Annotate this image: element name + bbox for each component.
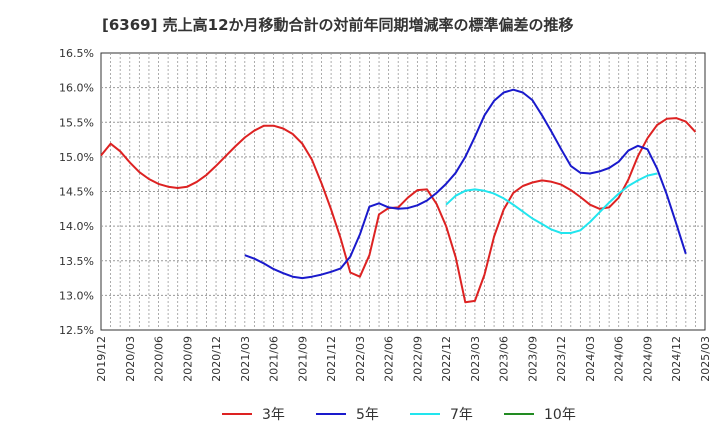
series-lines xyxy=(100,88,697,304)
x-tick-label: 2020/12 xyxy=(210,336,223,382)
series-line-3y xyxy=(100,117,697,304)
legend-label-3y: 3年 xyxy=(262,407,285,423)
x-tick-label: 2022/06 xyxy=(383,336,396,382)
grid-lines xyxy=(101,53,705,330)
x-tick-label: 2020/09 xyxy=(181,336,194,382)
legend-label-10y: 10年 xyxy=(544,407,576,423)
y-tick-label: 13.0% xyxy=(59,289,94,302)
x-tick-label: 2024/09 xyxy=(641,336,654,382)
y-tick-label: 12.5% xyxy=(59,324,94,337)
x-tick-label: 2021/06 xyxy=(268,336,281,382)
x-tick-label: 2024/06 xyxy=(613,336,626,382)
x-tick-label: 2021/03 xyxy=(239,336,252,382)
y-tick-label: 15.5% xyxy=(59,116,94,129)
x-tick-label: 2021/09 xyxy=(296,336,309,382)
legend-label-7y: 7年 xyxy=(450,407,473,423)
x-tick-label: 2023/12 xyxy=(555,336,568,382)
x-tick-label: 2022/09 xyxy=(411,336,424,382)
legend: 3年 5年 7年 10年 xyxy=(222,407,576,423)
y-tick-label: 13.5% xyxy=(59,255,94,268)
y-tick-label: 14.0% xyxy=(59,220,94,233)
x-tick-label: 2020/03 xyxy=(124,336,137,382)
y-tick-label: 16.0% xyxy=(59,82,94,95)
x-tick-label: 2020/06 xyxy=(153,336,166,382)
legend-label-5y: 5年 xyxy=(356,407,379,423)
x-tick-label: 2022/12 xyxy=(440,336,453,382)
x-tick-label: 2023/06 xyxy=(498,336,511,382)
x-tick-label: 2024/12 xyxy=(670,336,683,382)
y-axis-ticks: 16.5% 16.0% 15.5% 15.0% 14.5% 14.0% 13.5% 13.0%… xyxy=(59,47,94,337)
y-tick-label: 15.0% xyxy=(59,151,94,164)
x-tick-label: 2023/09 xyxy=(526,336,539,382)
x-tick-label: 2019/12 xyxy=(95,336,108,382)
x-axis-ticks: 2019/12 2020/03 2020/06 2020/09 2020/12 2021/… xyxy=(95,336,712,382)
y-tick-label: 14.5% xyxy=(59,186,94,199)
series-line-5y xyxy=(244,88,687,280)
x-tick-label: 2025/03 xyxy=(699,336,712,382)
x-tick-label: 2022/03 xyxy=(354,336,367,382)
x-tick-label: 2024/03 xyxy=(584,336,597,382)
chart-title: [6369] 売上高12か月移動合計の対前年同期増減率の標準偏差の推移 xyxy=(102,16,574,34)
series-line-7y xyxy=(445,172,658,234)
x-tick-label: 2021/12 xyxy=(325,336,338,382)
x-tick-label: 2023/03 xyxy=(469,336,482,382)
y-tick-label: 16.5% xyxy=(59,47,94,60)
